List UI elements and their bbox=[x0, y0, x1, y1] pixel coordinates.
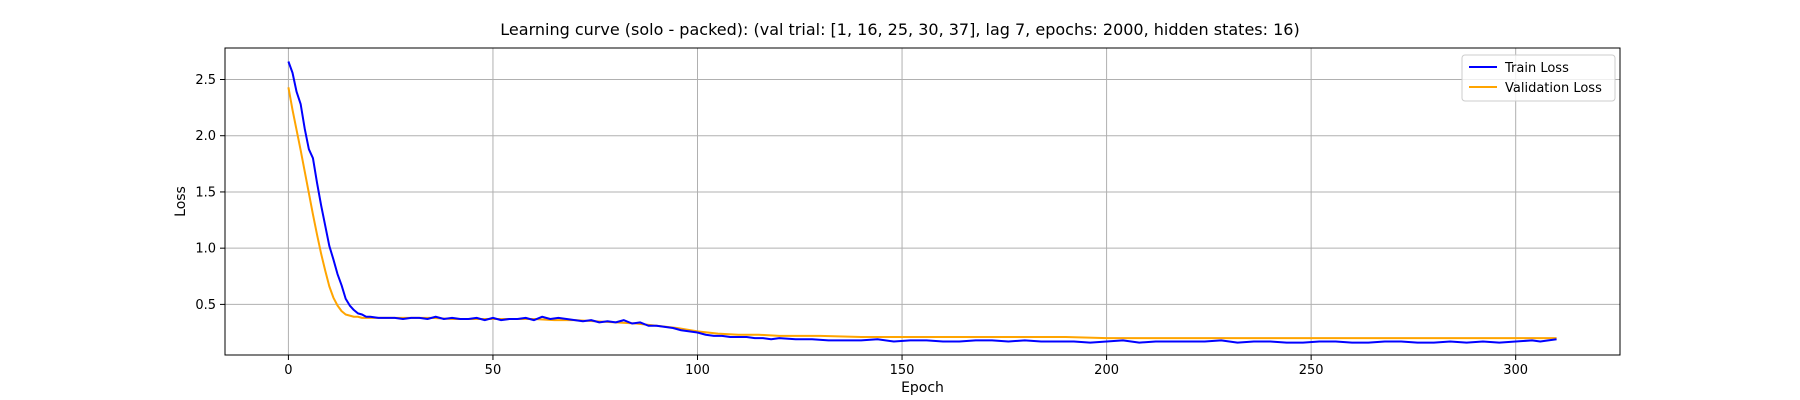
legend: Train Loss Validation Loss bbox=[1461, 54, 1616, 102]
train-loss-line bbox=[287, 61, 1557, 344]
legend-label-validation: Validation Loss bbox=[1505, 81, 1602, 96]
chart-title: Learning curve (solo - packed): (val tri… bbox=[500, 20, 1299, 39]
y-tick-label: 0.5 bbox=[195, 298, 216, 313]
x-tick-label: 100 bbox=[685, 363, 710, 378]
x-tick-label: 50 bbox=[485, 363, 502, 378]
validation-loss-line bbox=[287, 87, 1557, 340]
plot-frame bbox=[224, 47, 1621, 356]
grid-lines bbox=[225, 48, 1620, 355]
x-tick-label: 250 bbox=[1299, 363, 1324, 378]
y-tick-label: 2.0 bbox=[195, 129, 216, 144]
x-axis-label: Epoch bbox=[901, 380, 944, 396]
y-axis-label: Loss bbox=[173, 186, 189, 217]
legend-label-train: Train Loss bbox=[1504, 61, 1569, 76]
x-tick-label: 150 bbox=[890, 363, 915, 378]
x-tick-label: 200 bbox=[1094, 363, 1119, 378]
x-tick-label: 300 bbox=[1503, 363, 1528, 378]
legend-box bbox=[1461, 54, 1616, 102]
axis-ticks: 0 50 100 150 200 250 300 0.5 1.0 1.5 2.0 2.5 bbox=[195, 73, 1528, 378]
y-tick-label: 1.0 bbox=[195, 242, 216, 257]
x-tick-label: 0 bbox=[284, 363, 292, 378]
series-group bbox=[287, 61, 1557, 344]
y-tick-label: 2.5 bbox=[195, 73, 216, 88]
y-tick-label: 1.5 bbox=[195, 185, 216, 200]
